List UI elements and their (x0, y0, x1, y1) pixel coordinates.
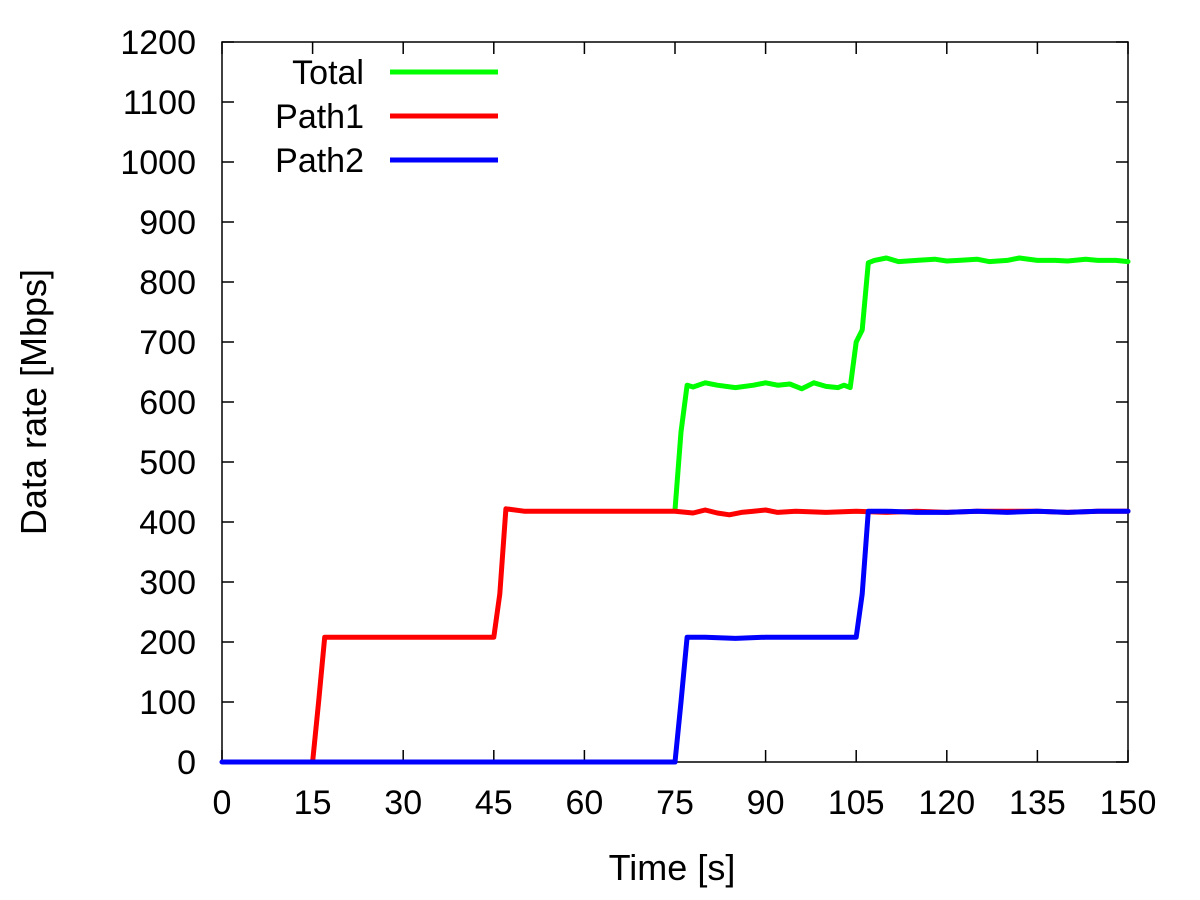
x-tick-label: 0 (213, 784, 232, 822)
x-tick-label: 150 (1100, 784, 1157, 822)
x-tick-label: 60 (565, 784, 603, 822)
y-tick-label: 1200 (120, 24, 196, 62)
y-tick-label: 800 (139, 264, 196, 302)
x-axis-label: Time [s] (609, 847, 736, 888)
y-tick-label: 0 (177, 744, 196, 782)
y-axis-label: Data rate [Mbps] (13, 269, 54, 535)
y-tick-label: 100 (139, 684, 196, 722)
x-tick-label: 30 (384, 784, 422, 822)
y-tick-label: 1000 (120, 144, 196, 182)
x-tick-label: 75 (656, 784, 694, 822)
x-tick-label: 45 (475, 784, 513, 822)
series-line-total (672, 255, 1131, 513)
y-tick-label: 400 (139, 504, 196, 542)
legend-label-path1: Path1 (275, 98, 364, 136)
x-tick-label: 105 (828, 784, 885, 822)
x-tick-label: 90 (747, 784, 785, 822)
y-tick-label: 1100 (123, 84, 196, 122)
y-tick-label: 200 (139, 624, 196, 662)
x-tick-label: 135 (1009, 784, 1066, 822)
y-tick-label: 700 (139, 324, 196, 362)
y-tick-label: 500 (139, 444, 196, 482)
x-tick-label: 15 (294, 784, 332, 822)
x-tick-label: 120 (918, 784, 975, 822)
series-line-path2 (219, 508, 1131, 765)
legend-label-total: Total (292, 54, 364, 92)
y-tick-label: 600 (139, 384, 196, 422)
y-tick-label: 900 (139, 204, 196, 242)
y-tick-label: 300 (139, 564, 196, 602)
legend-label-path2: Path2 (275, 142, 364, 180)
